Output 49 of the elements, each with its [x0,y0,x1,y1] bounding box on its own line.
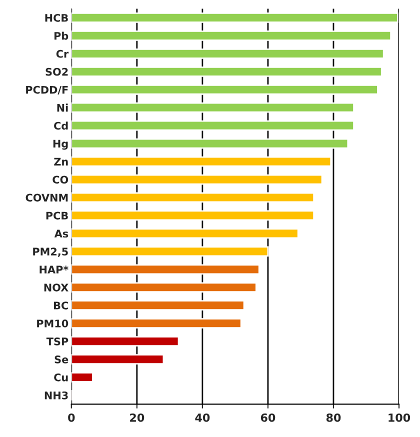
x-tick-label: 100 [388,413,410,422]
bar [71,138,349,149]
bar [71,282,257,293]
y-tick-label: PM10 [37,320,68,328]
y-tick-label: Cr [56,50,69,58]
x-tick-label: 80 [326,413,341,422]
y-tick-label: NOX [44,284,68,292]
y-tick-label: BC [54,302,68,310]
y-tick-label: SO2 [46,68,68,76]
bar [71,372,94,382]
bar [71,318,242,329]
y-tick-label: Cu [54,373,68,382]
bar [71,30,392,41]
y-tick-label: TSP [46,338,68,346]
bar [71,336,180,346]
bar [71,210,315,221]
bar [71,246,269,257]
bar [71,102,354,113]
bar [71,156,332,167]
y-tick-label: NH3 [44,391,68,400]
x-tick-label: 60 [260,413,276,422]
x-tick-label: 20 [130,413,144,422]
y-tick-label: As [54,230,68,238]
bar [71,264,260,275]
x-tick-label: 0 [68,413,75,422]
bar [71,84,378,95]
y-tick-label: Ni [57,104,68,112]
bar [71,192,315,203]
x-tick-label: 40 [195,413,210,422]
bar [71,12,398,23]
bar [71,174,323,185]
y-tick-label: Se [54,356,68,364]
y-tick-label: COVNM [26,194,68,202]
bar [71,48,384,59]
bar [71,300,245,311]
y-tick-label: Pb [54,32,68,40]
bar [71,120,354,131]
y-tick-label: PCDD/F [26,86,68,95]
y-tick-label: HAP* [40,266,68,274]
y-tick-label: Cd [54,122,68,130]
y-tick-label: CO [52,176,68,184]
y-tick-label: Zn [54,158,68,166]
y-tick-label: HCB [45,14,68,22]
y-tick-label: Hg [53,140,68,150]
bar [71,354,164,364]
bar [71,66,382,77]
y-tick-label: PM2,5 [33,248,68,257]
y-tick-label: PCB [46,212,68,220]
bar [71,228,299,239]
